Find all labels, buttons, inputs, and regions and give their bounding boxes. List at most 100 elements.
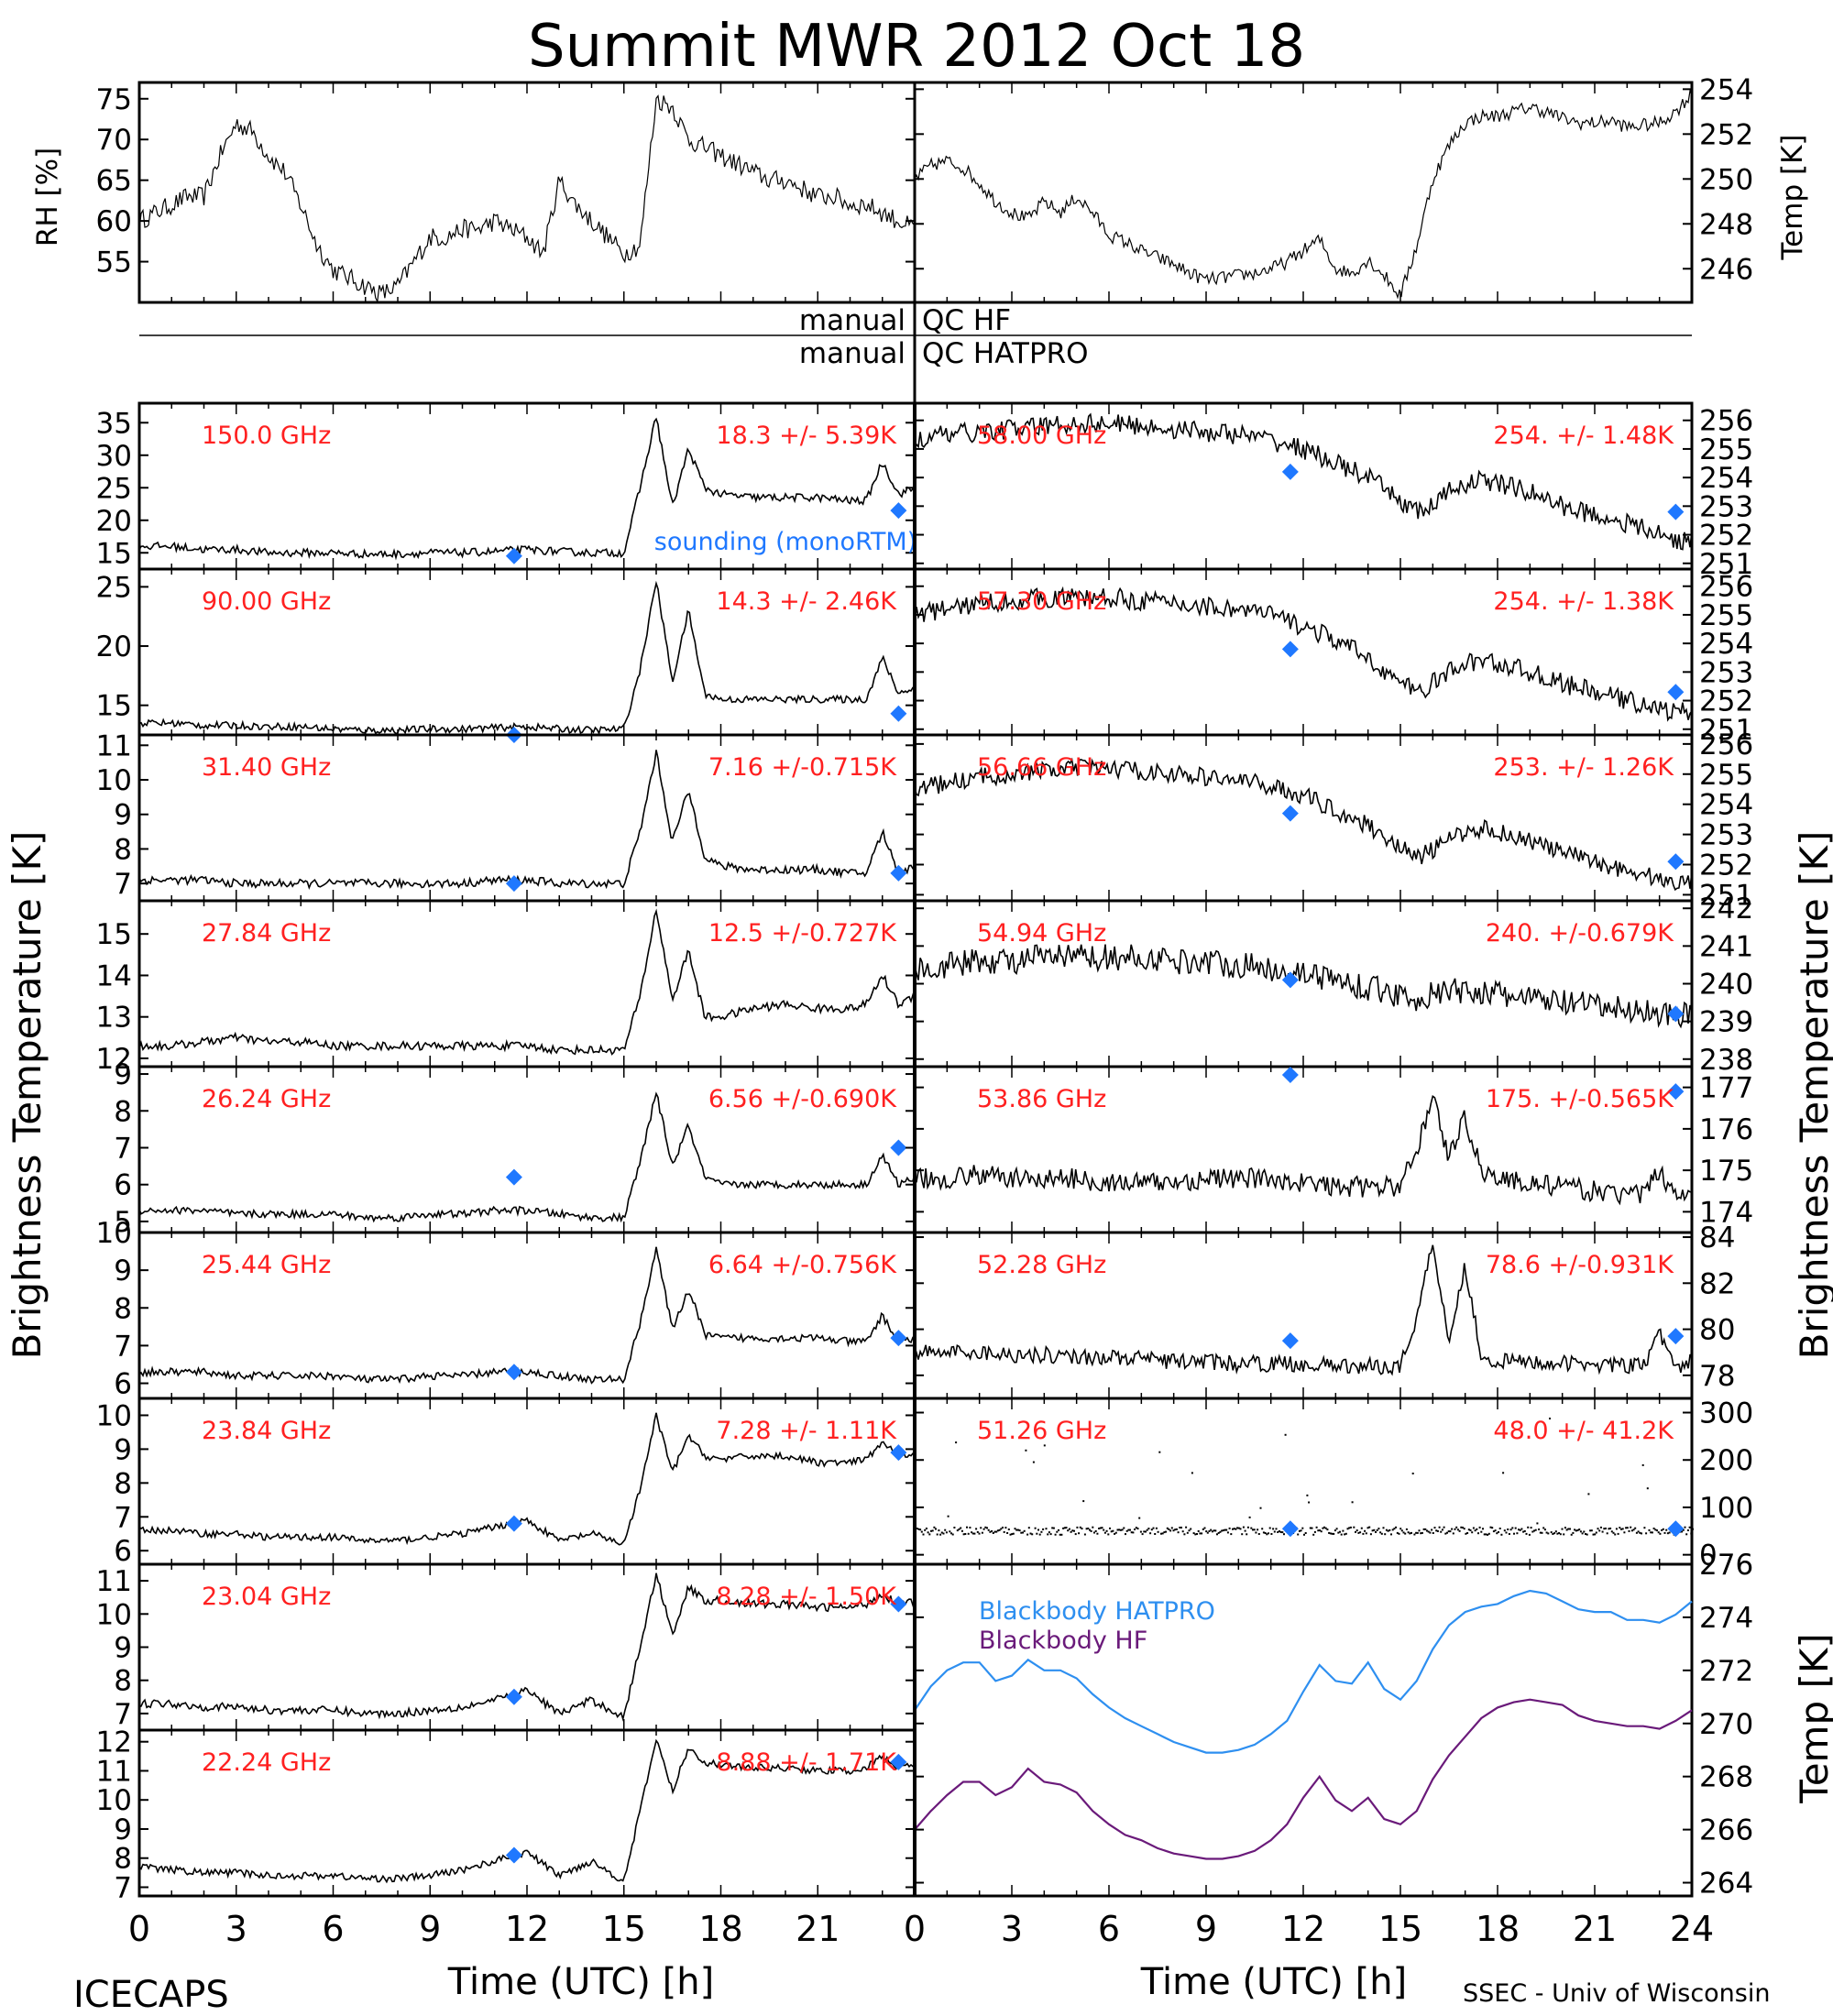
right-panel-4-stat-label: 175. +/-0.565K [1486,1085,1674,1113]
right-panel-0-series-line [914,412,1693,551]
right-panel-1-series-line [914,586,1693,722]
right-panel-6-point-409 [1550,1531,1553,1534]
right-panel-6-point-283 [1355,1530,1356,1533]
blackbody-ytick-label-5: 274 [1699,1602,1753,1635]
right-panel-6-point-79 [1037,1528,1039,1531]
right-panel-6-point-248 [1300,1529,1302,1532]
right-panel-6-point-107 [1081,1528,1083,1530]
right-panel-6-point-373 [1494,1529,1497,1532]
right-panel-6-point-419 [1565,1528,1568,1531]
right-panel-6-point-284 [1356,1529,1358,1532]
left-panel-8-sounding-marker-1 [890,1753,907,1770]
right-panel-6-point-301 [1382,1527,1385,1529]
right-panel-4-ytick-label-2: 176 [1699,1113,1753,1146]
right-panel-6-point-455 [1621,1528,1624,1530]
right-panel-6-point-296 [1375,1531,1377,1533]
left-panel-3-stat-label: 12.5 +/-0.727K [708,919,897,948]
right-panel-6-point-105 [1078,1532,1081,1535]
right-panel-6-point-77 [1034,1527,1037,1529]
right-panel-6-point-129 [1114,1531,1117,1534]
left-panel-1-ytick-label-2: 25 [96,571,132,604]
left-panel-5-ytick-label-4: 10 [96,1217,132,1250]
left-panel-4-ytick-label-0: 5 [114,1206,132,1239]
right-panel-6-point-294 [1371,1529,1374,1532]
right-panel-6-point-81 [1040,1530,1043,1533]
right-panel-6-point-393 [1525,1532,1528,1535]
right-panel-6-point-178 [1191,1472,1193,1474]
right-panel-6-point-349 [1456,1528,1459,1531]
right-panel-6-point-98 [1067,1529,1070,1532]
right-panel-6-point-423 [1572,1531,1575,1534]
right-panel-6-point-237 [1283,1533,1285,1536]
left-panel-5-sounding-marker-0 [505,1364,522,1381]
right-panel-6-point-221 [1257,1533,1260,1535]
right-panel-6-point-211 [1242,1526,1245,1528]
left-panel-6-ytick-label-4: 10 [96,1399,132,1432]
right-panel-6-point-25 [953,1527,956,1528]
right-panel-6-point-370 [1489,1526,1492,1528]
right-panel-6-point-456 [1623,1531,1626,1534]
left-panel-2-sounding-marker-0 [505,875,522,893]
right-panel-6-point-93 [1059,1533,1061,1536]
right-panel-6-point-35 [969,1527,971,1528]
right-panel-6-point-285 [1357,1531,1360,1534]
right-panel-0-ytick-label-1: 252 [1699,520,1753,553]
right-panel-6-point-200 [1225,1528,1228,1531]
y-axis-label-bt-left: Brightness Temperature [K] [5,831,49,1360]
right-panel-6-point-251 [1304,1532,1307,1534]
right-panel-3-sounding-marker-0 [1281,971,1299,989]
right-panel-6-ytick-label-2: 200 [1699,1444,1753,1477]
left-panel-7-ytick-label-0: 7 [114,1698,132,1731]
right-panel-6-point-2 [917,1528,920,1530]
right-panel-3-ytick-label-0: 238 [1699,1044,1753,1077]
right-panel-6-point-333 [1432,1532,1434,1534]
right-panel-6-point-41 [978,1532,981,1535]
right-panel-6-point-160 [1163,1531,1166,1534]
right-panel-6-point-289 [1364,1529,1367,1532]
right-panel-6-point-407 [1547,1532,1550,1535]
right-panel-6-point-376 [1498,1528,1501,1529]
left-panel-0-ytick-label-4: 35 [96,407,132,440]
right-panel-6-point-354 [1465,1532,1467,1535]
right-panel-6-point-365 [1482,1528,1484,1530]
right-panel-6-point-141 [1134,1528,1136,1530]
right-panel-6-point-330 [1427,1530,1430,1533]
left-panel-8-sounding-marker-0 [505,1846,522,1864]
left-panel-6-ytick-label-0: 6 [114,1535,132,1568]
right-panel-6-point-317 [1407,1531,1410,1534]
right-panel-6-point-339 [1441,1528,1443,1531]
right-panel-6-point-23 [950,1532,952,1535]
right-panel-6-point-369 [1487,1532,1490,1535]
right-panel-6-point-44 [982,1528,985,1530]
left-panel-4-ytick-label-4: 9 [114,1058,132,1091]
right-panel-6-point-152 [1150,1528,1153,1531]
right-panel-6-point-392 [1523,1529,1526,1532]
right-panel-6-point-334 [1433,1527,1436,1529]
right-panel-6-point-434 [1589,1529,1592,1532]
right-panel-6-point-191 [1211,1530,1213,1533]
right-panel-6-point-146 [1141,1533,1144,1536]
temp-ytick-label-4: 254 [1699,73,1753,106]
right-panel-6-point-381 [1507,1528,1509,1530]
right-panel-6-point-300 [1380,1532,1383,1535]
right-panel-6-point-366 [1483,1533,1486,1536]
right-panel-6-point-236 [1281,1531,1284,1534]
right-panel-6-point-123 [1105,1529,1108,1532]
right-panel-6-point-164 [1169,1529,1172,1532]
left-xtick-label-5: 15 [602,1909,646,1949]
right-panel-6-point-374 [1496,1532,1498,1535]
left-panel-6-freq-label: 23.84 GHz [202,1417,331,1445]
right-panel-6-point-82 [1042,1528,1045,1530]
right-panel-1-ytick-label-0: 251 [1699,714,1753,747]
left-xtick-label-7: 21 [796,1909,840,1949]
temp-series-line [914,88,1693,300]
right-panel-6-point-272 [1337,1531,1340,1534]
right-panel-6-point-65 [1015,1528,1018,1531]
right-panel-6-point-465 [1637,1530,1640,1533]
right-panel-4-sounding-marker-1 [1667,1083,1685,1101]
right-panel-6-point-86 [1048,1531,1050,1534]
right-panel-6-point-91 [1056,1530,1059,1533]
right-panel-6-point-439 [1597,1528,1599,1530]
right-panel-6-point-75 [1031,1533,1034,1536]
